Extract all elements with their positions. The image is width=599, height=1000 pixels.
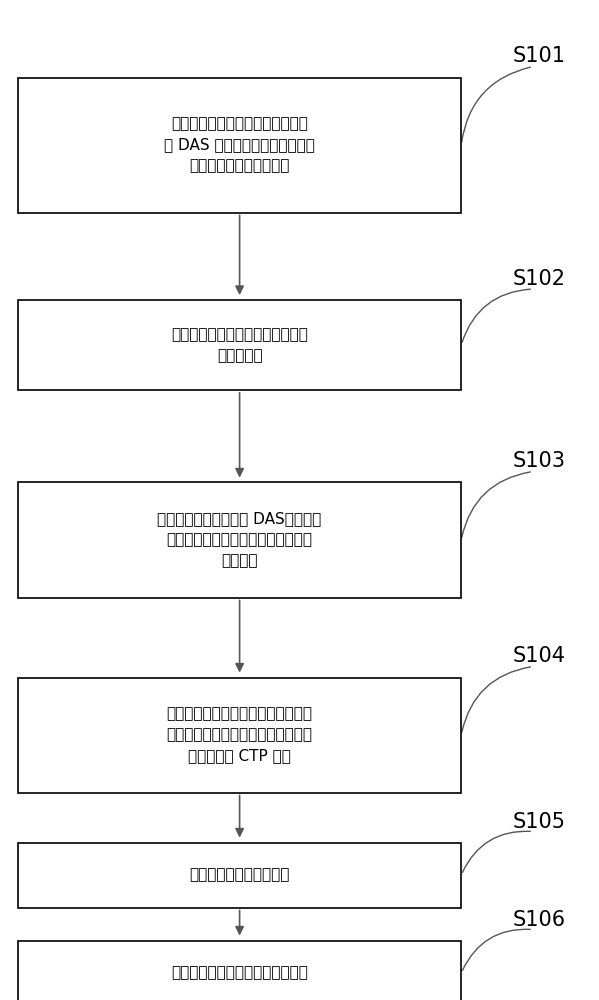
Text: S104: S104 xyxy=(513,647,565,666)
Text: S101: S101 xyxy=(513,46,565,66)
Text: S103: S103 xyxy=(513,451,565,471)
Bar xyxy=(18,300,461,390)
Text: 采用对应参数的狭缝光栅进行观察: 采用对应参数的狭缝光栅进行观察 xyxy=(171,966,308,980)
Text: 将原稿序列按顺序输入 DAS动态立体
图像合成系统中，并进行动态立体图
像的合成: 将原稿序列按顺序输入 DAS动态立体 图像合成系统中，并进行动态立体图 像的合成 xyxy=(158,512,322,568)
Text: 将合成的图像进行后期图像处理，使
其符合输出要求，通过计算机直接制
版机，输出 CTP 印版: 将合成的图像进行后期图像处理，使 其符合输出要求，通过计算机直接制 版机，输出 … xyxy=(167,706,313,764)
Text: 选定原稿序列的帧数和光栅线数，
在 DAS 动态立体图像合成系统中
计算出原稿序列的分辨率: 选定原稿序列的帧数和光栅线数， 在 DAS 动态立体图像合成系统中 计算出原稿序… xyxy=(164,116,315,174)
Text: S105: S105 xyxy=(513,812,565,832)
Text: S106: S106 xyxy=(513,910,565,930)
Text: S102: S102 xyxy=(513,269,565,289)
Bar xyxy=(18,842,461,908)
Bar xyxy=(18,78,461,213)
Bar xyxy=(18,678,461,792)
Text: 设计出规定分辨率的动态立体图像
的原稿序列: 设计出规定分辨率的动态立体图像 的原稿序列 xyxy=(171,327,308,363)
Text: 四色胶印机进行四色印刷: 四色胶印机进行四色印刷 xyxy=(189,867,290,882)
Bar xyxy=(18,483,461,597)
Bar xyxy=(18,940,461,1000)
